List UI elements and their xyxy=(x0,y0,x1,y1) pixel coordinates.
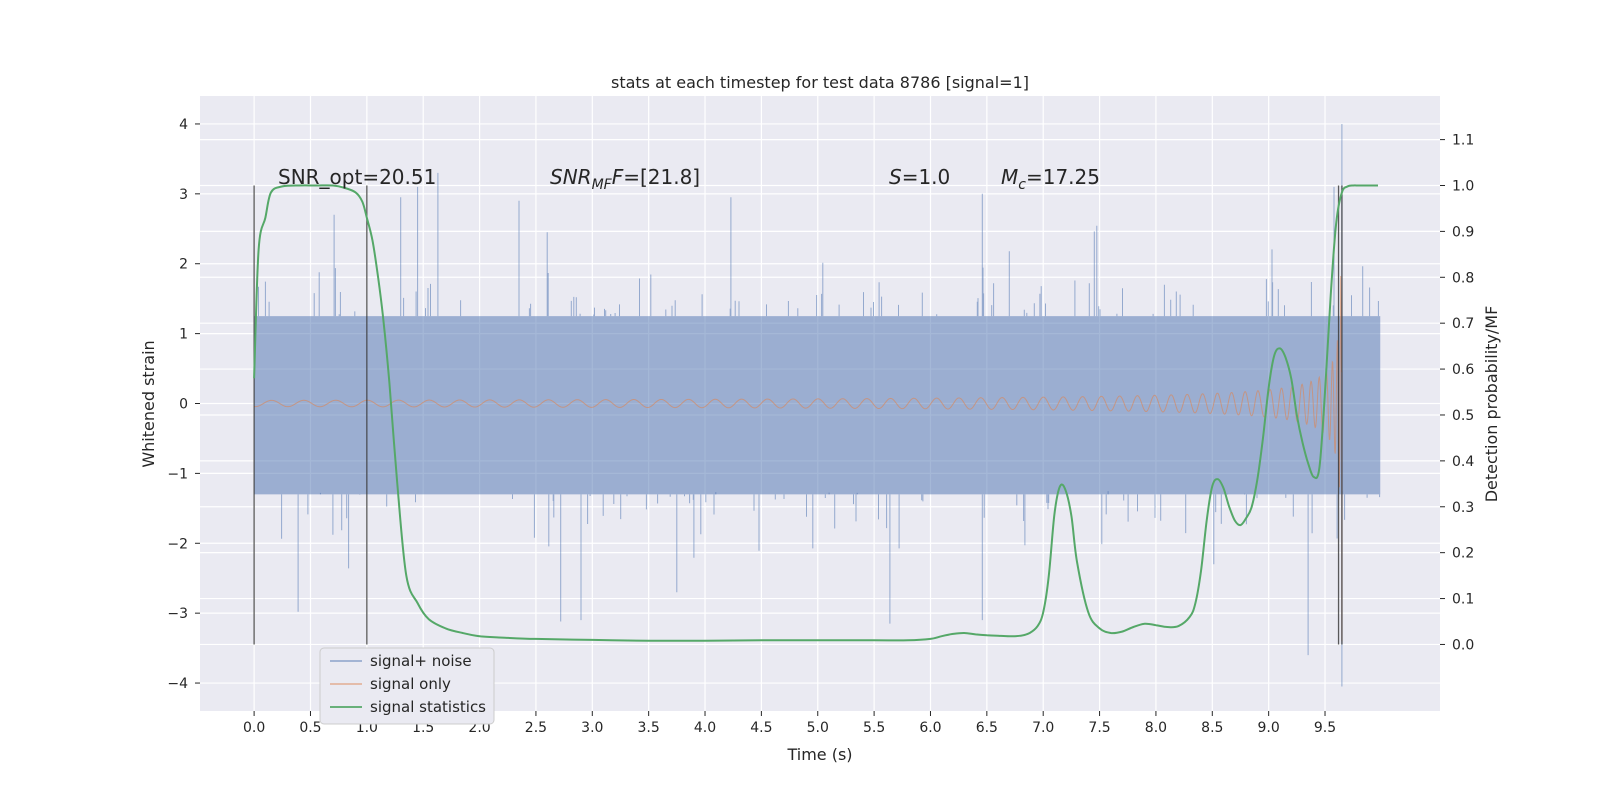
y-tick-label-6: −2 xyxy=(167,536,188,552)
x-tick-label-18: 9.0 xyxy=(1258,720,1280,736)
y-tick-label-7: −3 xyxy=(167,606,188,622)
x-tick-label-10: 5.0 xyxy=(807,720,829,736)
y-axis-label: Whitened strain xyxy=(139,340,158,467)
y-tick-label-8: −4 xyxy=(167,676,188,692)
y-tick-label-1: 3 xyxy=(179,187,188,203)
x-tick-label-11: 5.5 xyxy=(863,720,885,736)
noise-core-band xyxy=(254,316,1381,495)
chart-title: stats at each timestep for test data 878… xyxy=(611,73,1029,92)
annotation-snr-mf-f: F xyxy=(612,165,624,189)
y2-tick-label-6: 0.5 xyxy=(1452,408,1474,424)
annotation-mc-sub: c xyxy=(1018,177,1026,193)
x-tick-label-9: 4.5 xyxy=(750,720,772,736)
axes: 0.0 0.5 1.0 1.5 2.0 2.5 3.0 3.5 4.0 4.5 5.0 5.5 6.0 6… xyxy=(167,117,1474,736)
annotation-snr-mf: SNRMFF=[21.8] xyxy=(550,165,700,193)
annotation-s: S=1.0 xyxy=(889,165,950,189)
y-tick-label-0: 4 xyxy=(179,117,188,133)
x-tick-label-7: 3.5 xyxy=(638,720,660,736)
x-tick-label-6: 3.0 xyxy=(581,720,603,736)
x-tick-label-19: 9.5 xyxy=(1314,720,1336,736)
y-tick-label-2: 2 xyxy=(179,257,188,273)
y2-tick-label-10: 0.1 xyxy=(1452,592,1474,608)
legend-label-noise: signal+ noise xyxy=(370,652,472,670)
annotation-mc-base: M xyxy=(1001,165,1018,189)
vertical-markers xyxy=(253,185,1343,645)
y-tick-label-5: −1 xyxy=(167,466,188,482)
noise-excursions xyxy=(258,124,1381,687)
legend-label-statistics: signal statistics xyxy=(370,698,486,716)
y2-tick-label-9: 0.2 xyxy=(1452,546,1474,562)
legend-label-signal: signal only xyxy=(370,675,451,693)
annotation-mc: Mc=17.25 xyxy=(1001,165,1100,193)
y2-tick-label-4: 0.7 xyxy=(1452,316,1474,332)
signal-only-series xyxy=(254,276,1343,642)
y2-tick-label-2: 0.9 xyxy=(1452,224,1474,240)
y2-tick-label-0: 1.1 xyxy=(1452,133,1474,149)
signal-noise-series xyxy=(254,124,1381,687)
annotations: SNR_opt=20.51 SNRMFF=[21.8] S=1.0 Mc=17.… xyxy=(278,165,1100,193)
y2-axis-label: Detection probability/MF xyxy=(1482,306,1501,503)
x-axis-label: Time (s) xyxy=(786,745,852,764)
y2-tick-label-3: 0.8 xyxy=(1452,270,1474,286)
y-tick-label-4: 0 xyxy=(179,397,188,413)
y-tick-label-3: 1 xyxy=(179,327,188,343)
y2-tick-label-8: 0.3 xyxy=(1452,500,1474,516)
x-tick-label-16: 8.0 xyxy=(1145,720,1167,736)
x-tick-label-14: 7.0 xyxy=(1032,720,1054,736)
x-tick-label-15: 7.5 xyxy=(1088,720,1110,736)
signal-statistics-series xyxy=(253,184,1378,642)
y2-tick-label-11: 0.0 xyxy=(1452,637,1474,653)
annotation-snr-mf-base: SNR xyxy=(550,165,592,189)
signal-only-line xyxy=(254,276,1343,642)
annotation-s-value: =1.0 xyxy=(902,165,951,189)
x-tick-label-0: 0.0 xyxy=(243,720,265,736)
annotation-snr-mf-sub: MF xyxy=(592,177,613,193)
signal-statistics-line xyxy=(253,184,1378,642)
annotation-snr-mf-value: =[21.8] xyxy=(623,165,700,189)
annotation-mc-value: =17.25 xyxy=(1026,165,1100,189)
annotation-snr-opt: SNR_opt=20.51 xyxy=(278,165,436,189)
y2-tick-label-5: 0.6 xyxy=(1452,362,1474,378)
legend: signal+ noise signal only signal statist… xyxy=(319,647,495,725)
x-tick-label-12: 6.0 xyxy=(919,720,941,736)
x-tick-label-5: 2.5 xyxy=(525,720,547,736)
x-tick-label-1: 0.5 xyxy=(299,720,321,736)
y2-tick-label-7: 0.4 xyxy=(1452,454,1474,470)
annotation-s-label: S xyxy=(889,165,902,189)
legend-box xyxy=(319,647,495,725)
x-tick-label-8: 4.0 xyxy=(694,720,716,736)
y2-tick-label-1: 1.0 xyxy=(1452,178,1474,194)
x-tick-label-13: 6.5 xyxy=(976,720,998,736)
x-tick-label-17: 8.5 xyxy=(1201,720,1223,736)
